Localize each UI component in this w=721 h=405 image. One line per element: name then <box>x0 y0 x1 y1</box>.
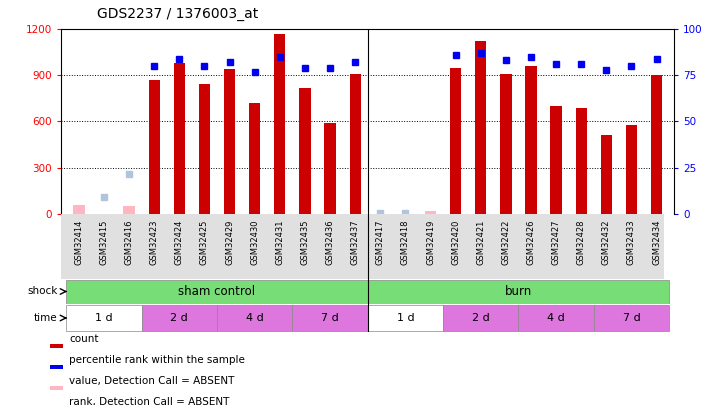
Text: 1 d: 1 d <box>397 313 414 323</box>
Text: rank, Detection Call = ABSENT: rank, Detection Call = ABSENT <box>69 397 229 405</box>
Text: GSM32419: GSM32419 <box>426 219 435 264</box>
Text: 4 d: 4 d <box>246 313 264 323</box>
Text: GSM32421: GSM32421 <box>477 219 485 264</box>
Text: 7 d: 7 d <box>321 313 339 323</box>
Text: GSM32430: GSM32430 <box>250 219 259 265</box>
Text: GSM32415: GSM32415 <box>99 219 108 264</box>
Bar <box>368 279 669 303</box>
Bar <box>526 66 536 214</box>
Bar <box>274 34 286 214</box>
Text: value, Detection Call = ABSENT: value, Detection Call = ABSENT <box>69 376 234 386</box>
Text: GSM32433: GSM32433 <box>627 219 636 265</box>
Text: GSM32429: GSM32429 <box>225 219 234 264</box>
Bar <box>224 69 235 214</box>
Bar <box>123 206 135 214</box>
Bar <box>149 80 160 214</box>
Bar <box>50 386 63 390</box>
Text: time: time <box>34 313 58 323</box>
Bar <box>651 75 662 214</box>
Bar <box>443 305 518 331</box>
Bar <box>174 63 185 214</box>
Bar <box>50 344 63 348</box>
Bar <box>141 305 217 331</box>
Text: GSM32432: GSM32432 <box>602 219 611 265</box>
Text: 7 d: 7 d <box>622 313 640 323</box>
Bar <box>199 85 210 214</box>
Text: 4 d: 4 d <box>547 313 565 323</box>
Text: 2 d: 2 d <box>170 313 188 323</box>
Text: count: count <box>69 334 99 344</box>
Text: GSM32422: GSM32422 <box>501 219 510 264</box>
Text: GSM32431: GSM32431 <box>275 219 284 265</box>
Bar <box>594 305 669 331</box>
Bar <box>292 305 368 331</box>
Text: GSM32437: GSM32437 <box>350 219 360 265</box>
Bar <box>66 305 141 331</box>
Bar <box>368 305 443 331</box>
Bar <box>601 135 612 214</box>
Text: GSM32425: GSM32425 <box>200 219 209 264</box>
Text: percentile rank within the sample: percentile rank within the sample <box>69 355 245 365</box>
Text: 1 d: 1 d <box>95 313 112 323</box>
Text: GSM32434: GSM32434 <box>652 219 661 265</box>
Text: GSM32426: GSM32426 <box>526 219 536 265</box>
Text: GSM32416: GSM32416 <box>125 219 133 265</box>
Text: burn: burn <box>505 285 532 298</box>
Bar <box>50 365 63 369</box>
Bar <box>550 106 562 214</box>
Text: GSM32417: GSM32417 <box>376 219 385 265</box>
Bar <box>324 123 336 214</box>
Text: GSM32420: GSM32420 <box>451 219 460 264</box>
Text: shock: shock <box>27 286 58 296</box>
Bar <box>66 279 368 303</box>
Bar <box>74 205 84 214</box>
Text: GSM32427: GSM32427 <box>552 219 561 265</box>
Bar <box>475 41 487 214</box>
Text: GSM32428: GSM32428 <box>577 219 585 265</box>
Bar <box>425 211 436 214</box>
Text: GSM32436: GSM32436 <box>326 219 335 265</box>
Bar <box>217 305 292 331</box>
Text: GSM32423: GSM32423 <box>150 219 159 265</box>
Text: GSM32414: GSM32414 <box>74 219 84 264</box>
Text: GSM32418: GSM32418 <box>401 219 410 265</box>
Bar <box>299 87 311 214</box>
Bar <box>626 125 637 214</box>
Bar <box>500 74 511 214</box>
Bar <box>575 108 587 214</box>
Text: GDS2237 / 1376003_at: GDS2237 / 1376003_at <box>97 7 259 21</box>
Bar <box>350 74 360 214</box>
Text: GSM32424: GSM32424 <box>174 219 184 264</box>
Bar <box>518 305 594 331</box>
Text: 2 d: 2 d <box>472 313 490 323</box>
Bar <box>249 103 260 214</box>
Text: GSM32435: GSM32435 <box>301 219 309 265</box>
Text: sham control: sham control <box>178 285 255 298</box>
Bar <box>450 68 461 214</box>
